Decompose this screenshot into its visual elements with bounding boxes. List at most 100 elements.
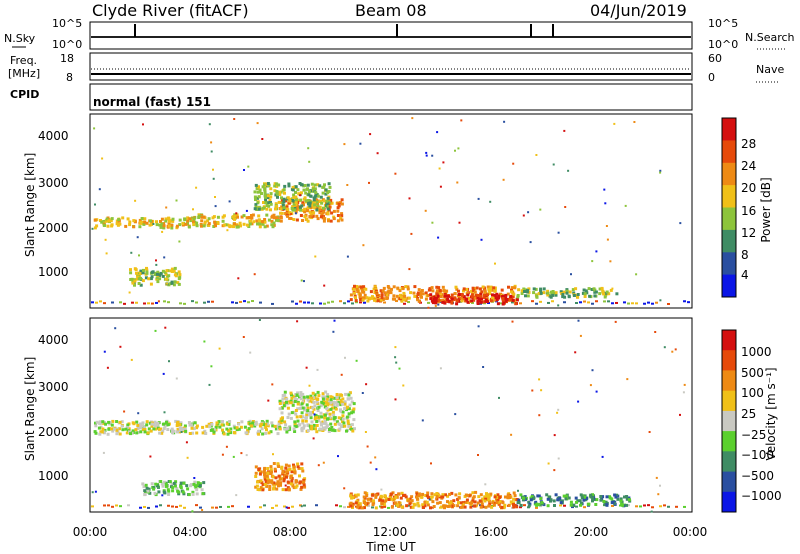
- data-cell: [149, 277, 153, 281]
- data-cell: [490, 505, 494, 509]
- data-cell: [325, 204, 329, 207]
- data-cell: [547, 462, 550, 465]
- data-cell: [353, 493, 357, 497]
- data-cell: [448, 492, 452, 496]
- data-cell: [352, 407, 356, 411]
- data-cell: [142, 485, 146, 489]
- data-cell: [109, 219, 113, 223]
- data-cell: [265, 419, 269, 423]
- data-cell: [299, 208, 303, 212]
- data-cell: [326, 212, 330, 216]
- data-cell: [191, 300, 194, 303]
- data-cell: [111, 505, 114, 508]
- data-cell: [582, 288, 586, 292]
- data-cell: [675, 505, 678, 508]
- data-cell: [521, 498, 525, 502]
- velocity-ytick-1000: 1000: [38, 469, 69, 483]
- data-cell: [203, 429, 207, 433]
- data-cell: [416, 298, 420, 302]
- data-cell: [289, 217, 293, 220]
- data-cell: [478, 287, 482, 291]
- data-cell: [179, 302, 182, 305]
- data-cell: [131, 280, 135, 283]
- data-cell: [123, 410, 126, 413]
- data-cell: [307, 199, 311, 202]
- data-cell: [340, 393, 344, 397]
- data-cell: [548, 294, 552, 298]
- data-cell: [574, 496, 578, 500]
- data-cell: [93, 218, 97, 222]
- data-cell: [139, 422, 142, 426]
- data-cell: [317, 405, 321, 409]
- data-cell: [130, 358, 133, 361]
- data-cell: [487, 495, 491, 499]
- data-cell: [143, 217, 147, 221]
- data-cell: [267, 431, 271, 435]
- data-cell: [254, 205, 258, 209]
- data-cell: [287, 487, 291, 491]
- data-cell: [343, 400, 347, 404]
- data-cell: [579, 493, 583, 497]
- data-cell: [266, 182, 270, 185]
- data-cell: [193, 477, 196, 479]
- data-cell: [142, 268, 145, 272]
- data-cell: [394, 356, 397, 359]
- data-cell: [210, 150, 213, 153]
- data-cell: [310, 396, 314, 400]
- data-cell: [302, 480, 306, 484]
- data-cell: [299, 391, 303, 395]
- data-cell: [189, 423, 193, 427]
- data-cell: [330, 201, 334, 205]
- data-cell: [293, 430, 297, 433]
- data-cell: [120, 424, 124, 428]
- data-cell: [285, 474, 289, 478]
- data-cell: [164, 217, 168, 221]
- data-cell: [495, 497, 498, 501]
- data-cell: [383, 301, 386, 304]
- data-cell: [407, 504, 410, 507]
- data-cell: [163, 411, 166, 414]
- data-cell: [146, 489, 150, 493]
- data-cell: [129, 432, 132, 436]
- data-cell: [258, 223, 262, 226]
- data-cell: [309, 416, 313, 420]
- data-cell: [372, 499, 375, 503]
- data-cell: [529, 496, 533, 500]
- data-cell: [282, 404, 286, 408]
- data-cell: [128, 430, 131, 434]
- freq-label-2: [MHz]: [8, 67, 40, 80]
- data-cell: [298, 474, 301, 478]
- data-cell: [347, 393, 351, 397]
- data-cell: [293, 208, 296, 212]
- data-cell: [225, 445, 228, 448]
- data-cell: [504, 495, 507, 499]
- data-cell: [604, 500, 608, 504]
- data-cell: [435, 495, 439, 499]
- data-cell: [317, 464, 320, 467]
- data-cell: [374, 456, 377, 459]
- data-cell: [631, 302, 634, 305]
- data-cell: [513, 494, 517, 498]
- data-cell: [339, 300, 342, 303]
- data-cell: [426, 294, 430, 297]
- data-cell: [143, 489, 147, 493]
- data-cell: [332, 330, 335, 333]
- data-cell: [381, 289, 385, 293]
- data-cell: [163, 480, 166, 484]
- data-cell: [421, 503, 425, 507]
- data-cell: [289, 474, 293, 478]
- data-cell: [303, 301, 306, 304]
- data-cell: [327, 182, 331, 186]
- data-cell: [535, 154, 538, 156]
- data-cell: [310, 427, 314, 431]
- data-cell: [101, 427, 105, 431]
- data-cell: [178, 273, 182, 277]
- data-cell: [258, 488, 262, 492]
- data-cell: [259, 479, 263, 483]
- data-cell: [162, 372, 165, 375]
- data-cell: [251, 213, 255, 217]
- data-cell: [354, 299, 358, 303]
- data-cell: [147, 487, 151, 491]
- data-cell: [268, 485, 272, 488]
